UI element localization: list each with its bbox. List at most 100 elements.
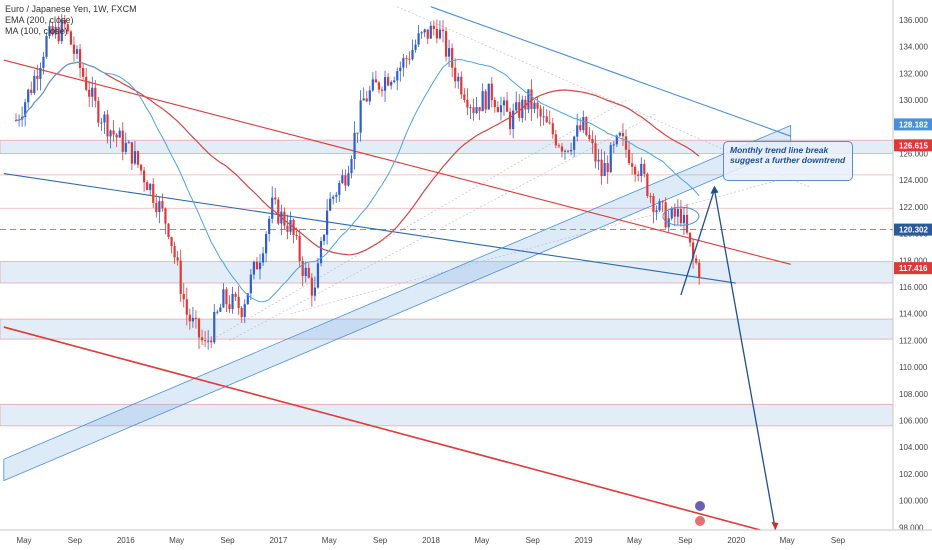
legend-symbol: Euro / Japanese Yen, 1W, FXCM [5,4,137,14]
candle-body [146,182,149,191]
x-tick-label: 2018 [422,536,440,545]
candle-body [582,116,585,131]
candle-body [91,87,94,97]
candle-body [551,123,554,135]
y-tick-label: 112.000 [899,336,928,345]
candle-body [368,90,371,102]
candle-body [609,145,612,173]
candle-body [304,267,307,277]
candle-body [329,198,332,211]
candle-body [637,174,640,177]
candle-body [72,44,76,54]
candle-body [417,33,420,45]
candle-body [426,29,429,39]
x-tick-label: May [322,536,337,545]
candle-body [530,89,533,110]
candle-body [533,102,536,110]
candle-body [130,142,133,164]
candle-body [350,158,353,174]
candle-body [640,163,643,177]
candle-body [478,107,481,112]
y-tick-label: 104.000 [899,443,928,452]
price-badge-label-1: 126.615 [899,141,928,150]
candle-body [377,82,381,90]
candle-body [469,107,472,109]
candle-body [274,197,277,200]
candle-body [246,293,249,305]
candle-body [679,208,682,224]
x-tick-label: May [16,536,31,545]
candle-body [512,110,515,130]
price-badge-2 [894,223,932,236]
candle-body [316,263,320,288]
candle-body [277,199,280,224]
candle-body [603,163,606,177]
candle-body [444,31,448,57]
y-tick-label: 136.000 [899,16,928,25]
candle-body [646,173,649,196]
zone-2 [0,318,894,340]
candle-body [228,304,231,310]
candle-body [33,75,36,94]
candle-body [133,151,137,164]
candle-body [484,91,487,110]
candle-body [185,299,188,315]
candle-body [295,234,298,236]
candle-body [698,262,701,277]
candle-body [685,214,689,233]
candle-body [673,208,676,217]
price-badge-3 [894,262,932,275]
candle-body [298,235,301,261]
candle-body [588,135,591,140]
candle-body [14,120,18,122]
candle-body [222,289,225,308]
candle-body [524,99,527,110]
x-tick-label: Sep [678,536,693,545]
candle-body [188,314,191,322]
candle-body [106,114,109,137]
candle-body [338,183,341,195]
candle-body [390,81,393,86]
candle-body [634,166,637,175]
candle-body [670,208,673,219]
candle-body [143,170,146,183]
candle-body [624,136,628,150]
candle-body [374,79,377,83]
candle-body [347,173,350,186]
candle-body [335,194,338,197]
candle-body [380,89,384,91]
candle-body [600,159,603,177]
candle-body [82,67,85,77]
x-tick-label: Sep [68,536,83,545]
candle-body [24,102,27,117]
candle-body [289,219,292,232]
candle-body [103,114,106,123]
chart-legend: Euro / Japanese Yen, 1W, FXCM EMA (200, … [5,4,137,37]
price-badge-0 [894,118,932,131]
candle-body [167,223,170,237]
candle-body [606,163,609,173]
candle-body [435,28,438,39]
candle-body [496,107,499,113]
candle-body [573,136,576,150]
candle-body [344,175,347,186]
y-tick-label: 130.000 [899,96,928,105]
candle-body [204,340,207,342]
fan-line-1 [229,113,657,341]
candle-body [399,67,402,72]
candle-body [408,58,411,60]
candle-body [100,122,103,124]
y-tick-label: 116.000 [899,283,928,292]
candle-body [621,132,625,137]
candle-body [643,163,646,174]
candle-body [182,293,185,300]
candle-body [405,58,408,60]
candle-body [127,142,130,144]
candle-body [554,134,557,146]
candle-body [618,132,621,136]
fan-line-3 [397,6,810,188]
y-tick-label: 100.000 [899,497,928,506]
candle-body [393,80,396,82]
candle-body [45,35,48,57]
